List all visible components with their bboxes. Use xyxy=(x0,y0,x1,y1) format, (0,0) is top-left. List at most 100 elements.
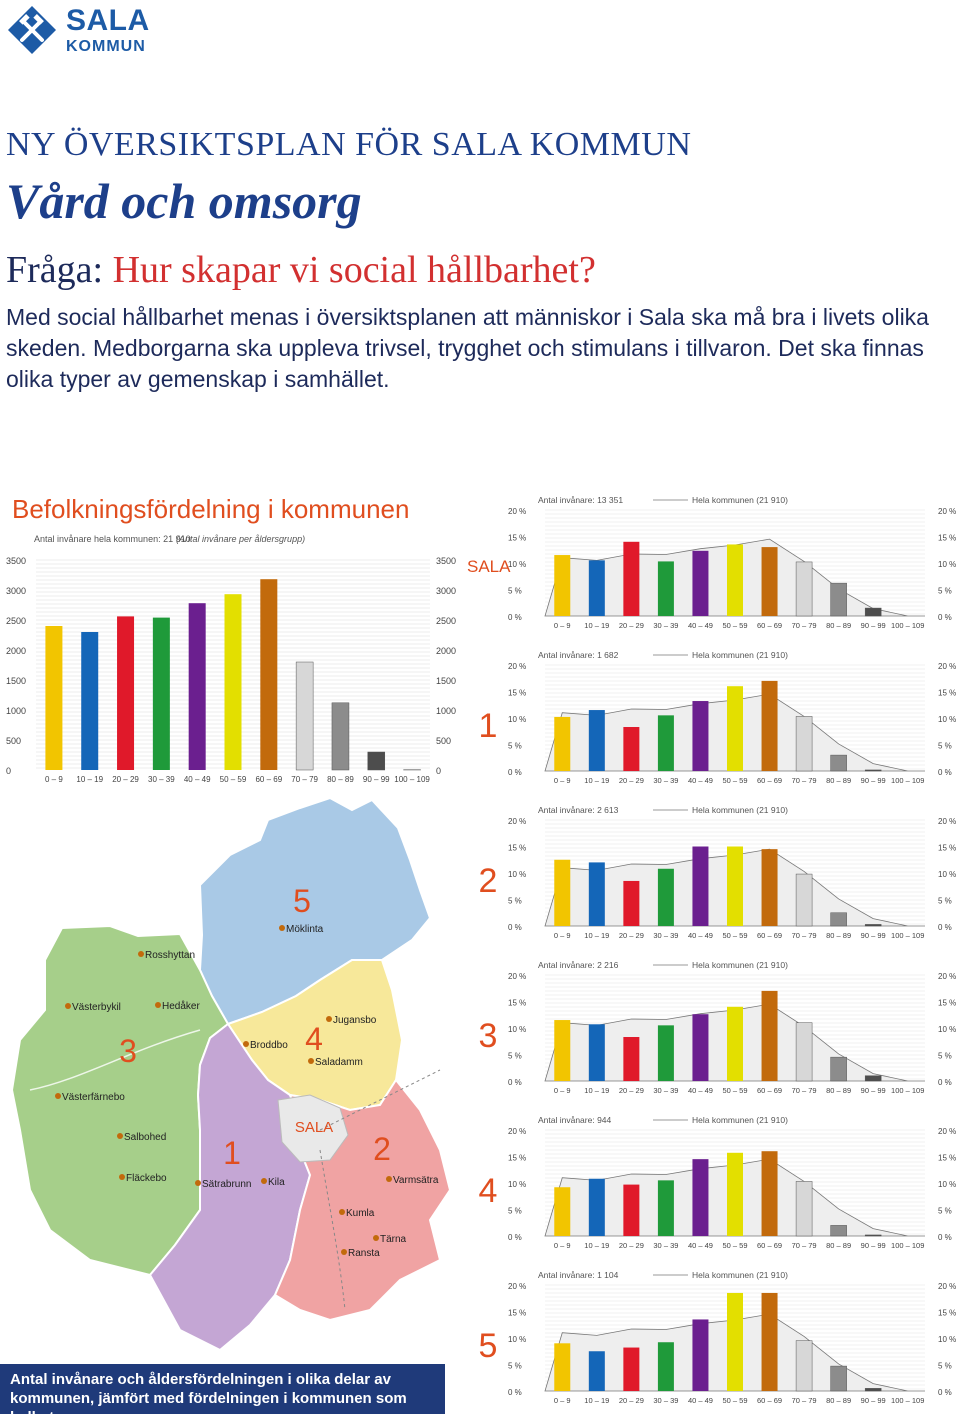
main-xtick: 30 – 39 xyxy=(148,775,175,784)
xtick: 80 – 89 xyxy=(826,1241,851,1250)
ytick-right: 10 % xyxy=(938,870,956,879)
main-xtick: 20 – 29 xyxy=(112,775,139,784)
main-bar xyxy=(153,618,170,770)
ytick-right: 15 % xyxy=(938,1154,956,1163)
place-marker xyxy=(55,1093,61,1099)
bar xyxy=(589,710,605,771)
xtick: 60 – 69 xyxy=(757,621,782,630)
bar xyxy=(589,1179,605,1236)
ytick-left: 5 % xyxy=(508,1207,522,1216)
xtick: 10 – 19 xyxy=(584,1396,609,1405)
area-label: 5 xyxy=(479,1327,498,1365)
ytick-left: 15 % xyxy=(508,1154,526,1163)
main-ytick-right: 3000 xyxy=(436,586,456,596)
bar xyxy=(554,1020,570,1081)
bar xyxy=(865,1076,881,1081)
place-marker xyxy=(261,1178,267,1184)
xtick: 30 – 39 xyxy=(653,1086,678,1095)
xtick: 40 – 49 xyxy=(688,1241,713,1250)
place-label: Varmsätra xyxy=(393,1175,439,1186)
bar xyxy=(762,1151,778,1236)
ytick-right: 10 % xyxy=(938,1025,956,1034)
main-ytick-right: 3500 xyxy=(436,556,456,566)
xtick: 80 – 89 xyxy=(826,1086,851,1095)
bar xyxy=(658,1342,674,1391)
place-marker xyxy=(243,1041,249,1047)
main-bar xyxy=(332,703,349,770)
logo-text-kommun: KOMMUN xyxy=(66,38,146,56)
bar xyxy=(865,608,881,616)
count-label: Antal invånare: 1 104 xyxy=(538,1270,619,1280)
count-label: Antal invånare: 2 613 xyxy=(538,805,619,815)
xtick: 50 – 59 xyxy=(722,776,747,785)
compare-label: Hela kommunen (21 910) xyxy=(692,1270,788,1280)
ytick-left: 20 % xyxy=(508,972,526,981)
place-label: Västerfärnebo xyxy=(62,1092,125,1103)
ytick-right: 15 % xyxy=(938,1309,956,1318)
place-marker xyxy=(326,1016,332,1022)
ytick-right: 0 % xyxy=(938,613,952,622)
count-label: Antal invånare: 13 351 xyxy=(538,495,623,505)
ytick-left: 20 % xyxy=(508,507,526,516)
map-center-label: SALA xyxy=(295,1119,333,1136)
logo-text-sala: SALA xyxy=(66,4,150,38)
ytick-right: 10 % xyxy=(938,1335,956,1344)
xtick: 10 – 19 xyxy=(584,931,609,940)
area-label: 1 xyxy=(479,707,498,745)
question-heading: Fråga: Hur skapar vi social hållbarhet? xyxy=(6,248,596,292)
bar xyxy=(589,862,605,926)
xtick: 70 – 79 xyxy=(792,1241,817,1250)
place-marker xyxy=(65,1003,71,1009)
ytick-right: 5 % xyxy=(938,1362,952,1371)
place-marker xyxy=(155,1002,161,1008)
ytick-left: 10 % xyxy=(508,1025,526,1034)
ytick-right: 0 % xyxy=(938,1388,952,1397)
xtick: 60 – 69 xyxy=(757,931,782,940)
main-xtick: 70 – 79 xyxy=(291,775,318,784)
main-bar xyxy=(368,752,385,770)
bar xyxy=(692,701,708,771)
place-marker xyxy=(386,1176,392,1182)
bar xyxy=(554,555,570,616)
xtick: 30 – 39 xyxy=(653,931,678,940)
ytick-left: 10 % xyxy=(508,870,526,879)
bar xyxy=(692,847,708,927)
bar xyxy=(762,849,778,926)
xtick: 10 – 19 xyxy=(584,1241,609,1250)
ytick-right: 10 % xyxy=(938,560,956,569)
sala-kommun-logo: SALA KOMMUN xyxy=(6,4,166,56)
ytick-left: 5 % xyxy=(508,1362,522,1371)
main-bar xyxy=(189,603,206,770)
place-marker xyxy=(341,1249,347,1255)
bar xyxy=(762,681,778,771)
bar xyxy=(727,1007,743,1081)
count-label: Antal invånare: 1 682 xyxy=(538,650,619,660)
main-ytick-right: 2500 xyxy=(436,616,456,626)
ytick-left: 20 % xyxy=(508,817,526,826)
bar xyxy=(831,1366,847,1391)
bar xyxy=(589,1024,605,1081)
main-population-chart: Antal invånare hela kommunen: 21 910(Ant… xyxy=(0,530,470,790)
compare-label: Hela kommunen (21 910) xyxy=(692,960,788,970)
ytick-left: 10 % xyxy=(508,1180,526,1189)
ytick-right: 5 % xyxy=(938,742,952,751)
bar xyxy=(623,1037,639,1081)
xtick: 30 – 39 xyxy=(653,621,678,630)
xtick: 70 – 79 xyxy=(792,776,817,785)
xtick: 30 – 39 xyxy=(653,776,678,785)
ytick-left: 0 % xyxy=(508,613,522,622)
xtick: 60 – 69 xyxy=(757,1086,782,1095)
bar xyxy=(831,913,847,926)
ytick-left: 15 % xyxy=(508,689,526,698)
xtick: 20 – 29 xyxy=(619,1396,644,1405)
place-label: Jugansbo xyxy=(333,1015,377,1026)
bar xyxy=(623,1348,639,1391)
ytick-right: 20 % xyxy=(938,507,956,516)
ytick-left: 0 % xyxy=(508,1388,522,1397)
ytick-left: 15 % xyxy=(508,844,526,853)
plan-heading: NY ÖVERSIKTSPLAN FÖR SALA KOMMUN xyxy=(6,126,691,164)
xtick: 100 – 109 xyxy=(891,1396,924,1405)
ytick-left: 0 % xyxy=(508,1078,522,1087)
place-label: Ransta xyxy=(348,1248,380,1259)
ytick-left: 10 % xyxy=(508,1335,526,1344)
